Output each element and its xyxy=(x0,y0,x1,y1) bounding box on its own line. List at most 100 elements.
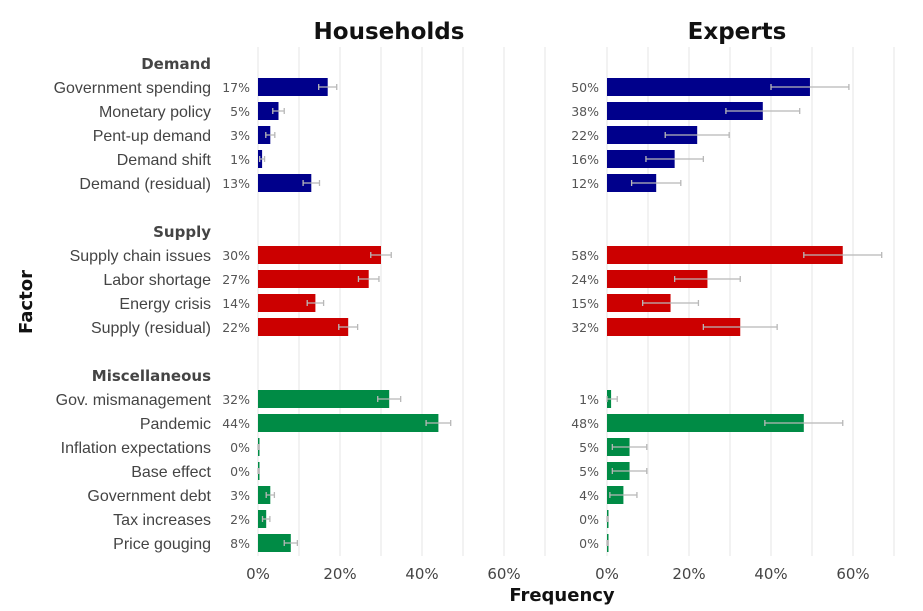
panel-title: Households xyxy=(314,19,465,45)
factor-label: Demand shift xyxy=(117,152,212,169)
error-bar xyxy=(664,132,730,138)
y-axis-title: Factor xyxy=(16,270,37,334)
error-bar xyxy=(606,540,609,546)
factor-label: Tax increases xyxy=(113,512,211,529)
value-label: 14% xyxy=(222,296,250,311)
x-tick-label: 0% xyxy=(595,565,619,583)
bar xyxy=(258,414,439,432)
factor-label: Price gouging xyxy=(113,536,211,553)
error-bar xyxy=(306,300,325,306)
bar-layer xyxy=(257,78,883,552)
value-label: 16% xyxy=(571,152,599,167)
factor-label: Inflation expectations xyxy=(61,440,211,457)
value-label: 32% xyxy=(571,320,599,335)
value-label: 2% xyxy=(230,512,250,527)
factor-label: Gov. mismanagement xyxy=(56,392,212,409)
value-label: 0% xyxy=(579,536,599,551)
factor-label: Government spending xyxy=(54,80,211,97)
bar xyxy=(607,126,698,144)
group-label: Miscellaneous xyxy=(92,367,211,385)
label-layer: 0% 20% 40% 60% Households 0% 20% 40% 60% Experts D… xyxy=(54,19,870,583)
factor-label: Labor shortage xyxy=(103,272,211,289)
x-tick-label: 20% xyxy=(672,565,705,583)
error-bar xyxy=(257,444,260,450)
value-label: 48% xyxy=(571,416,599,431)
error-bar xyxy=(338,324,359,330)
bar xyxy=(258,270,369,288)
error-bar xyxy=(645,156,704,162)
value-label: 22% xyxy=(222,320,250,335)
factor-label: Pent-up demand xyxy=(93,128,211,145)
value-label: 0% xyxy=(579,512,599,527)
error-bar xyxy=(702,324,778,330)
x-axis-title: Frequency xyxy=(509,585,615,606)
value-label: 8% xyxy=(230,536,250,551)
bar xyxy=(258,534,291,552)
value-label: 27% xyxy=(222,272,250,287)
x-tick-label: 0% xyxy=(246,565,270,583)
value-label: 1% xyxy=(579,392,599,407)
bar xyxy=(258,486,271,504)
bar xyxy=(258,102,279,120)
bar xyxy=(607,318,741,336)
error-bar xyxy=(764,420,844,426)
bar xyxy=(258,174,312,192)
factor-label: Supply (residual) xyxy=(91,320,211,337)
bar xyxy=(258,126,271,144)
error-bar xyxy=(803,252,883,258)
value-label: 22% xyxy=(571,128,599,143)
factor-label: Monetary policy xyxy=(99,104,211,121)
bar xyxy=(258,294,316,312)
value-label: 3% xyxy=(230,128,250,143)
error-bar xyxy=(370,252,392,258)
x-tick-label: 40% xyxy=(754,565,787,583)
bar xyxy=(607,294,671,312)
error-bar xyxy=(377,396,402,402)
error-bar xyxy=(770,84,850,90)
error-bar xyxy=(606,516,609,522)
error-bar xyxy=(257,468,260,474)
error-bar xyxy=(261,516,271,522)
bar xyxy=(258,246,381,264)
group-label: Supply xyxy=(153,223,211,241)
bar xyxy=(258,318,349,336)
value-label: 24% xyxy=(571,272,599,287)
error-bar xyxy=(725,108,801,114)
error-bar xyxy=(357,276,380,282)
error-bar xyxy=(272,108,285,114)
error-bar xyxy=(425,420,452,426)
value-label: 5% xyxy=(579,464,599,479)
value-label: 50% xyxy=(571,80,599,95)
value-label: 44% xyxy=(222,416,250,431)
error-bar xyxy=(318,84,338,90)
factor-label: Pandemic xyxy=(140,416,211,433)
value-label: 4% xyxy=(579,488,599,503)
bar xyxy=(607,150,675,168)
panel-title: Experts xyxy=(688,19,787,45)
value-label: 58% xyxy=(571,248,599,263)
factor-label: Government debt xyxy=(87,488,211,505)
factor-label: Demand (residual) xyxy=(79,176,211,193)
error-bar xyxy=(606,396,618,402)
value-label: 5% xyxy=(579,440,599,455)
value-label: 15% xyxy=(571,296,599,311)
bar xyxy=(607,414,804,432)
value-label: 38% xyxy=(571,104,599,119)
bar xyxy=(258,78,328,96)
error-bar xyxy=(265,132,276,138)
bar xyxy=(607,270,708,288)
value-label: 17% xyxy=(222,80,250,95)
bar xyxy=(258,390,390,408)
value-label: 3% xyxy=(230,488,250,503)
value-label: 5% xyxy=(230,104,250,119)
bar xyxy=(607,78,810,96)
error-bar xyxy=(265,492,276,498)
error-bar xyxy=(302,180,321,186)
error-bar xyxy=(258,156,266,162)
value-label: 0% xyxy=(230,440,250,455)
value-label: 12% xyxy=(571,176,599,191)
value-label: 30% xyxy=(222,248,250,263)
error-bar xyxy=(609,492,638,498)
x-tick-label: 20% xyxy=(323,565,356,583)
